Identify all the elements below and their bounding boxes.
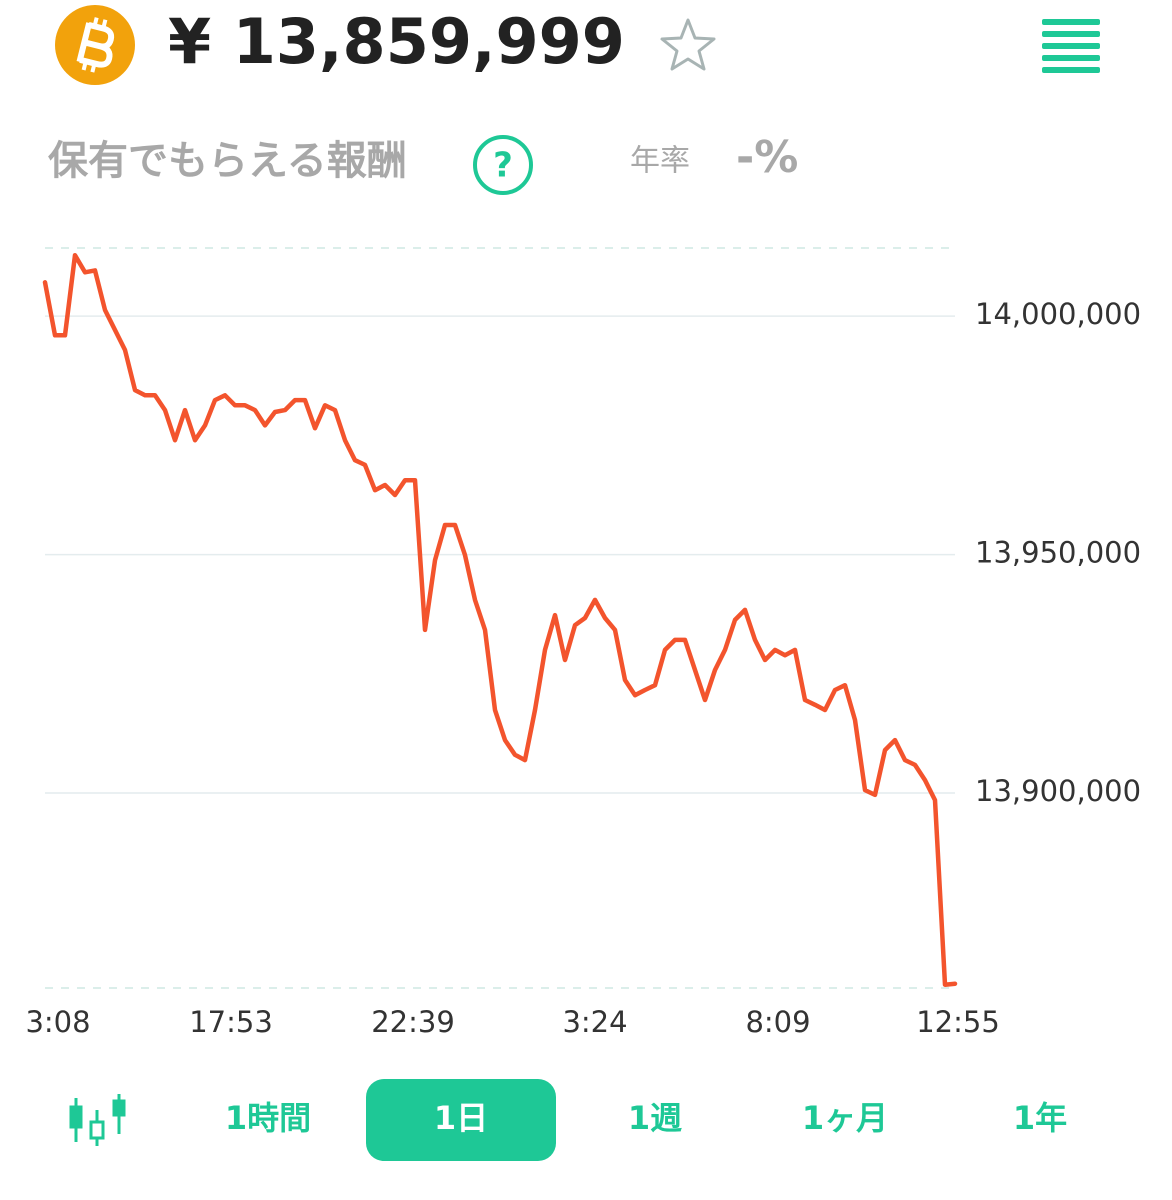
reward-label: 保有でもらえる報酬 <box>48 138 407 184</box>
price: ¥ 13,859,999 <box>168 5 625 78</box>
x-tick-label: 12:55 <box>916 1005 1000 1039</box>
help-circle[interactable] <box>473 135 533 195</box>
annual-label: 年率 <box>630 144 690 179</box>
favorite-star[interactable] <box>660 18 716 71</box>
y-tick-label: 13,900,000 <box>975 774 1141 808</box>
menu-button[interactable] <box>1042 19 1100 73</box>
x-tick-label: 3:08 <box>25 1005 90 1039</box>
x-tick-label: 3:24 <box>562 1005 627 1039</box>
y-tick-label: 14,000,000 <box>975 297 1141 331</box>
tab-selected-bg[interactable] <box>366 1079 556 1161</box>
y-tick-label: 13,950,000 <box>975 536 1141 570</box>
annual-value: -% <box>736 132 798 183</box>
period-tab[interactable]: 1週 <box>628 1099 682 1137</box>
period-tab[interactable]: 1ヶ月 <box>802 1099 888 1137</box>
tab-bar: 1時間 1日 1週 1ヶ月 1年 <box>225 1079 1067 1161</box>
period-tab[interactable]: 1年 <box>1013 1099 1067 1137</box>
x-tick-label: 8:09 <box>745 1005 810 1039</box>
x-tick-label: 22:39 <box>371 1005 455 1039</box>
period-tab[interactable]: 1日 <box>434 1099 488 1137</box>
price-line <box>42 252 958 987</box>
x-tick-label: 17:53 <box>189 1005 273 1039</box>
candle-chart-button[interactable] <box>69 1094 126 1146</box>
coin-icon <box>55 5 135 85</box>
period-tab[interactable]: 1時間 <box>225 1099 311 1137</box>
chart: 14,000,000 13,950,000 13,900,000 3:08 17:53 2… <box>25 247 1141 1039</box>
help-icon[interactable]: ? <box>493 146 513 186</box>
